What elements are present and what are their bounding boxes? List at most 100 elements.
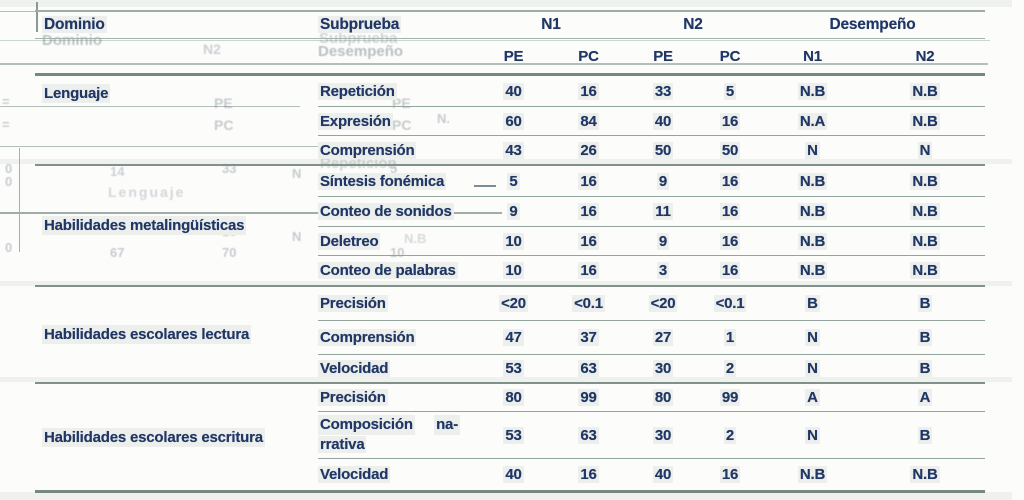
- subtest-label: Comprensión: [318, 141, 417, 159]
- table-row: Repetición 40 16 33 5 N.B N.B: [318, 76, 985, 106]
- cell-pe-n1: 53: [503, 426, 524, 444]
- subtest-label: Conteo de sonidos: [318, 203, 454, 220]
- domain-label: Habilidades metalingüísticas: [42, 216, 247, 235]
- scan-ghost-text: 70: [222, 245, 237, 260]
- subtest-label: Precisión: [318, 389, 388, 406]
- scan-artifact-line: [0, 11, 36, 13]
- cell-pe-n1: 53: [503, 360, 524, 377]
- col-header-pc-n1: PC: [578, 47, 599, 65]
- subtest-label: Expresión: [318, 112, 393, 130]
- table-row: Comprensión 47 37 27 1 N B: [318, 320, 985, 354]
- scan-ghost-text: Lenguaje: [108, 184, 186, 200]
- scan-ghost-text: PC: [392, 117, 412, 133]
- scan-ghost-text: 0: [5, 240, 13, 255]
- cell-pc-n2: 16: [719, 466, 741, 483]
- col-header-subprueba: Subprueba: [318, 16, 402, 33]
- cell-pc-n1: 16: [578, 172, 599, 190]
- table-row: Síntesis fonémica 5 16 9 16 N.B N.B: [318, 166, 985, 196]
- cell-pe-n2: 3: [656, 262, 670, 279]
- cell-pe-n2: 30: [652, 360, 674, 377]
- cell-desempeno-n2: A: [917, 389, 933, 406]
- scan-ghost-text: Repetición: [320, 155, 397, 172]
- scan-ghost-text: PE: [214, 95, 233, 111]
- table-row: Composición na- rrativa 53 63 30 2 N B: [318, 411, 985, 458]
- subtest-label: Deletreo: [318, 232, 381, 250]
- cell-desempeno-n2: N.B: [910, 232, 940, 250]
- cell-desempeno-n1: B: [805, 295, 820, 312]
- col-header-dominio: Dominio: [42, 16, 107, 33]
- cell-desempeno-n1: N.B: [797, 232, 828, 250]
- col-header-pe-n1: PE: [503, 47, 524, 65]
- cell-pc-n1: 16: [578, 82, 599, 100]
- assessment-table: Dominio Subprueba N1 N2 Desempeño PE PC …: [35, 10, 985, 493]
- scan-ghost-text: 10: [390, 245, 405, 260]
- cell-desempeno-n2: N.B: [910, 203, 940, 220]
- cell-pe-n1: 10: [503, 232, 524, 250]
- cell-desempeno-n2: N.B: [910, 82, 940, 100]
- cell-pc-n2: 50: [719, 141, 741, 159]
- cell-pc-n2: 16: [719, 262, 741, 279]
- scan-ghost-text: 5: [390, 161, 398, 176]
- cell-pc-n2: <0.1: [713, 295, 747, 312]
- cell-desempeno-n1: N: [805, 329, 820, 346]
- scan-artifact-line: [0, 63, 988, 65]
- col-header-desempeno-n1: N1: [803, 47, 822, 65]
- cell-pc-n2: 16: [719, 232, 741, 250]
- cell-desempeno-n1: A: [805, 389, 820, 406]
- cell-pe-n2: 27: [652, 329, 674, 346]
- cell-pe-n1: 40: [503, 466, 524, 483]
- cell-desempeno-n2: N: [917, 141, 933, 159]
- scan-ghost-text: Desempeño: [318, 43, 404, 60]
- scan-ghost-text: Dominio: [42, 32, 102, 49]
- scan-ghost-text: 67: [110, 245, 125, 260]
- domain-label: Habilidades escolares escritura: [42, 427, 265, 447]
- table-header-row-groups: Dominio Subprueba N1 N2 Desempeño: [35, 12, 985, 39]
- scan-ghost-text: N: [292, 229, 302, 244]
- scan-band: [0, 492, 1012, 500]
- table-section-lectura: Habilidades escolares lectura Precisión …: [35, 285, 985, 382]
- cell-pc-n2: 16: [719, 203, 741, 220]
- cell-pe-n2: 30: [652, 426, 674, 444]
- cell-pe-n2: 33: [652, 82, 674, 100]
- cell-desempeno-n1: N.B: [797, 82, 828, 100]
- table-row: Velocidad 53 63 30 2 N B: [318, 354, 985, 382]
- subtest-label: Velocidad: [318, 466, 391, 483]
- scan-artifact-line: [474, 185, 496, 187]
- table-row: Precisión <20 <0.1 <20 <0.1 B B: [318, 287, 985, 320]
- col-header-desempeno-n2: N2: [915, 47, 935, 65]
- table-row: Deletreo 10 16 9 16 N.B N.B: [318, 226, 985, 255]
- scan-artifact-line: [0, 212, 502, 214]
- scan-ghost-text: N.: [437, 111, 450, 126]
- table-header-row-sub: PE PC PE PC N1 N2: [35, 39, 985, 76]
- cell-pe-n1: 80: [503, 389, 524, 406]
- table-section-metalinguisticas: Habilidades metalingüísticas Síntesis fo…: [35, 164, 985, 285]
- scan-band: [0, 0, 1012, 7]
- cell-pe-n2: 11: [653, 203, 673, 220]
- col-group-desempeno: Desempeño: [829, 16, 916, 33]
- cell-desempeno-n2: B: [917, 360, 933, 377]
- subtest-label: Composición na- rrativa: [318, 415, 460, 453]
- cell-pe-n2: 80: [652, 389, 674, 406]
- cell-pe-n2: <20: [648, 295, 678, 312]
- col-header-pc-n2: PC: [719, 47, 741, 65]
- cell-pc-n1: 26: [578, 141, 599, 159]
- table-section-lenguaje: Lenguaje Repetición 40 16 33 5 N.B N.B E…: [35, 76, 985, 164]
- cell-pe-n1: 9: [507, 203, 520, 220]
- subtest-label: Conteo de palabras: [318, 262, 458, 279]
- table-section-escritura: Habilidades escolares escritura Precisió…: [35, 382, 985, 493]
- scan-ghost-text: N: [292, 166, 302, 181]
- cell-pc-n2: 2: [723, 426, 737, 444]
- cell-desempeno-n2: B: [917, 426, 933, 444]
- cell-pc-n2: 16: [719, 172, 741, 190]
- cell-desempeno-n1: N.B: [797, 203, 828, 220]
- table-row: Velocidad 40 16 40 16 N.B N.B: [318, 458, 985, 490]
- domain-label: Habilidades escolares lectura: [42, 325, 252, 344]
- scan-band: [0, 377, 1012, 382]
- col-group-n2: N2: [683, 16, 703, 33]
- cell-pc-n2: 1: [723, 329, 737, 346]
- cell-pc-n1: 99: [578, 389, 599, 406]
- col-group-n1: N1: [541, 16, 561, 33]
- cell-pe-n2: 50: [652, 141, 674, 159]
- cell-pc-n1: 16: [578, 203, 599, 220]
- cell-desempeno-n2: N.B: [910, 172, 940, 190]
